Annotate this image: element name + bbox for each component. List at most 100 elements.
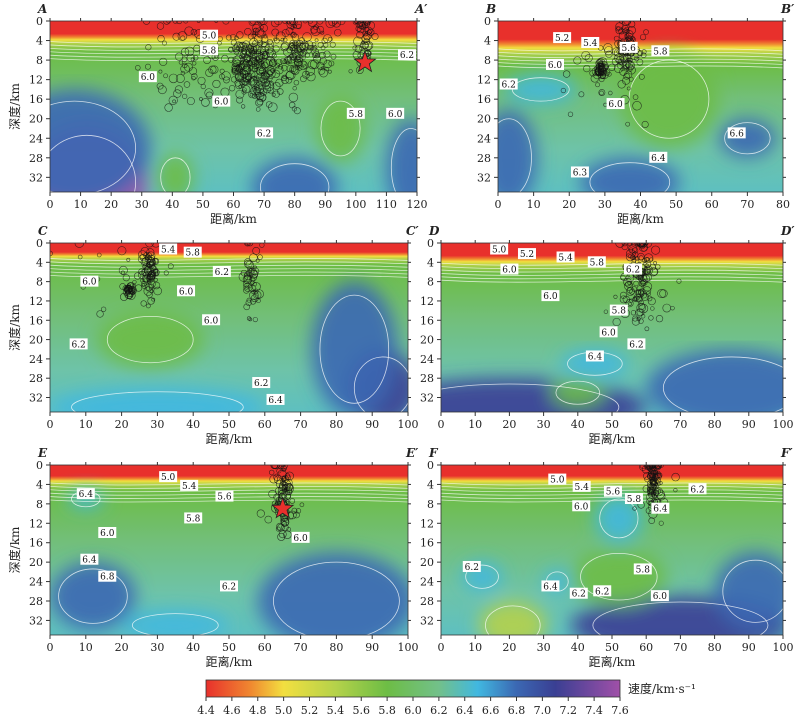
earthquake-circle <box>279 465 289 470</box>
earthquake-circle <box>626 248 636 259</box>
x-tick-label: 80 <box>288 198 302 211</box>
earthquake-circle <box>228 56 234 63</box>
earthquake-circle <box>625 29 630 34</box>
earthquake-circle <box>122 274 130 282</box>
contour-label-bg <box>220 580 238 592</box>
earthquake-circle <box>281 64 288 72</box>
earthquake-circle <box>281 475 286 480</box>
earthquake-circle <box>247 67 252 71</box>
contour-label-bg <box>212 265 231 277</box>
contour-label: 6.2 <box>215 268 229 278</box>
y-tick-label: 32 <box>477 171 491 184</box>
earthquake-circle <box>249 37 259 48</box>
earthquake-circle <box>635 289 641 295</box>
profile-end-label: F′ <box>780 446 794 460</box>
contour-label-bg <box>80 553 99 565</box>
x-tick-label: 0 <box>47 641 54 654</box>
earthquake-circle <box>651 465 661 470</box>
earthquake-circle <box>271 465 281 470</box>
x-tick-label: 0 <box>47 418 54 431</box>
earthquake-circle <box>221 54 229 63</box>
contour-label: 6.0 <box>293 534 308 544</box>
y-tick-label: 4 <box>36 256 43 269</box>
earthquake-circle <box>191 76 196 81</box>
contour-label: 5.8 <box>653 47 668 57</box>
earthquake-circle <box>615 26 621 32</box>
colorbar-tick-label: 7.6 <box>611 704 629 717</box>
earthquake-circle <box>249 70 254 75</box>
earthquake-circle <box>624 70 633 79</box>
earthquake-hypocenters <box>135 21 379 115</box>
contour-label: 5.8 <box>349 110 364 120</box>
earthquake-circle <box>230 76 238 83</box>
earthquake-circle <box>148 274 156 281</box>
earthquake-circle <box>172 99 177 104</box>
contour-line <box>50 41 417 44</box>
earthquake-circle <box>248 48 255 55</box>
y-tick-label: 0 <box>36 237 43 250</box>
contour-label-bg <box>606 98 625 110</box>
earthquake-circle <box>183 81 191 88</box>
earthquake-circle <box>309 59 320 69</box>
contour-label: 5.6 <box>622 44 637 54</box>
earthquake-circle <box>147 271 156 281</box>
contour-label: 6.2 <box>629 340 643 350</box>
contour-line <box>390 128 417 192</box>
earthquake-circle <box>631 243 638 246</box>
earthquake-circle <box>320 30 325 35</box>
earthquake-circle <box>560 87 566 94</box>
contour-label: 5.0 <box>550 476 565 486</box>
earthquake-circle <box>311 42 317 47</box>
earthquake-circle <box>147 280 152 285</box>
earthquake-circle <box>176 21 183 25</box>
earthquake-circle <box>184 62 193 72</box>
earthquake-circle <box>271 21 280 28</box>
earthquake-circle <box>319 57 327 65</box>
earthquake-hypocenters <box>50 243 265 323</box>
y-tick-label: 32 <box>29 171 43 184</box>
mainshock-star-icon <box>353 50 377 73</box>
contour-label-bg <box>180 479 199 491</box>
earthquake-circle <box>655 488 662 495</box>
earthquake-circle <box>583 64 591 73</box>
y-tick-label: 20 <box>420 334 434 347</box>
y-tick-label: 12 <box>420 517 434 530</box>
colorbar-tick-label: 5.0 <box>275 704 293 717</box>
earthquake-circle <box>611 57 619 66</box>
contour-line <box>50 261 408 265</box>
contour-label: 5.4 <box>575 483 590 493</box>
contour-label: 5.4 <box>182 482 197 492</box>
earthquake-circle <box>327 36 333 42</box>
earthquake-circle <box>100 306 107 312</box>
y-tick-label: 8 <box>427 498 434 511</box>
x-tick-label: 120 <box>407 198 428 211</box>
earthquake-circle <box>332 21 341 28</box>
earthquake-circle <box>260 35 269 43</box>
earthquake-circle <box>638 300 644 306</box>
earthquake-circle <box>619 295 628 304</box>
earthquake-circle <box>632 315 639 322</box>
contour-label-bg <box>688 483 707 495</box>
earthquake-circle <box>259 46 270 56</box>
earthquake-circle <box>354 45 362 53</box>
earthquake-circle <box>77 254 83 260</box>
contour-label: 6.4 <box>543 582 558 592</box>
contour-label: 5.8 <box>590 258 605 268</box>
earthquake-circle <box>638 255 644 261</box>
x-tick-label: 50 <box>222 418 236 431</box>
profile-start-label: B <box>485 2 496 16</box>
earthquake-circle <box>153 277 158 282</box>
contour-label: 6.2 <box>690 485 704 495</box>
earthquake-circle <box>323 59 332 69</box>
earthquake-circle <box>285 77 293 84</box>
earthquake-circle <box>300 75 307 83</box>
x-tick-label: 10 <box>79 641 93 654</box>
colorbar-tick-label: 5.6 <box>353 704 371 717</box>
x-tick-label: 70 <box>294 641 308 654</box>
earthquake-circle <box>255 77 265 87</box>
earthquake-circle <box>305 66 315 76</box>
earthquake-circle <box>642 286 652 295</box>
x-tick-label: 80 <box>708 641 722 654</box>
earthquake-circle <box>276 88 284 95</box>
earthquake-circle <box>290 31 297 39</box>
